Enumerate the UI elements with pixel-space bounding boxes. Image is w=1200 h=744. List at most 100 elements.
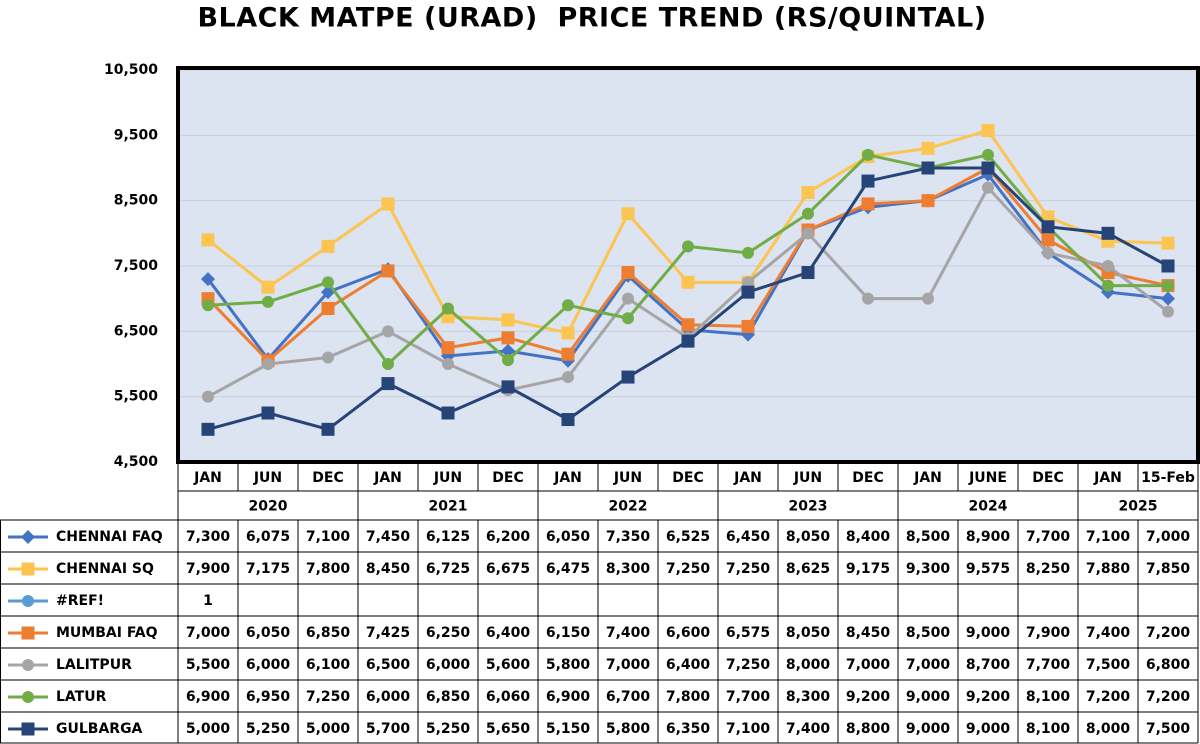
marker — [22, 691, 34, 703]
table-value: 7,250 — [726, 657, 771, 673]
table-value: 6,200 — [486, 529, 531, 545]
table-value: 9,300 — [906, 561, 951, 577]
x-tick-label: DEC — [492, 470, 523, 486]
marker — [921, 141, 935, 155]
x-tick-label: JUN — [433, 470, 462, 486]
marker — [862, 292, 874, 305]
marker — [981, 123, 995, 137]
table-value: 6,800 — [1146, 657, 1191, 673]
table-value: 7,800 — [666, 689, 711, 705]
x-tick-label: JAN — [913, 470, 942, 486]
table-value: 8,450 — [846, 625, 891, 641]
y-tick-label: 8,500 — [114, 193, 159, 209]
table-value: 8,900 — [966, 529, 1011, 545]
marker — [21, 530, 35, 544]
marker — [1161, 236, 1175, 250]
table-value: 8,000 — [786, 657, 831, 673]
table-value: 1 — [203, 593, 213, 609]
marker — [1102, 279, 1114, 292]
table-value: 5,700 — [366, 721, 411, 737]
marker — [201, 272, 215, 287]
year-label: 2020 — [249, 499, 288, 515]
table-value: 6,050 — [546, 529, 591, 545]
table-value: 9,200 — [846, 689, 891, 705]
x-tick-label: JUNE — [968, 470, 1007, 486]
marker — [442, 358, 454, 370]
marker — [621, 266, 635, 280]
marker — [562, 371, 574, 384]
table-value: 6,575 — [726, 625, 770, 641]
x-tick-label: DEC — [312, 470, 343, 486]
marker — [621, 207, 635, 221]
marker — [382, 358, 394, 370]
marker — [561, 347, 575, 361]
table-value: 9,200 — [966, 689, 1011, 705]
table-value: 7,900 — [186, 561, 231, 577]
y-tick-label: 5,500 — [114, 389, 159, 405]
marker — [802, 207, 814, 220]
marker — [1162, 279, 1174, 292]
table-value: 6,850 — [426, 689, 471, 705]
year-label: 2023 — [789, 499, 828, 515]
plot-area — [178, 68, 1198, 462]
table-value: 7,000 — [906, 657, 951, 673]
table-value: 6,700 — [606, 689, 651, 705]
table-value: 5,800 — [606, 721, 651, 737]
x-tick-label: JUN — [613, 470, 642, 486]
legend-label: MUMBAI FAQ — [56, 625, 158, 641]
year-label: 2024 — [969, 499, 1008, 515]
table-value: 8,500 — [906, 529, 951, 545]
x-tick-label: JAN — [553, 470, 582, 486]
table-value: 7,000 — [846, 657, 891, 673]
marker — [562, 299, 574, 312]
table-value: 7,250 — [726, 561, 771, 577]
table-value: 7,400 — [786, 721, 831, 737]
table-value: 8,700 — [966, 657, 1011, 673]
legend-label: GULBARGA — [56, 721, 143, 737]
marker — [981, 161, 995, 175]
table-value: 6,400 — [486, 625, 531, 641]
table-value: 8,300 — [606, 561, 651, 577]
table-value: 7,800 — [306, 561, 351, 577]
legend-label: #REF! — [56, 593, 104, 609]
marker — [321, 239, 335, 253]
marker — [742, 276, 754, 289]
marker — [861, 174, 875, 188]
table-value: 7,200 — [1146, 689, 1191, 705]
table-value: 6,000 — [246, 657, 291, 673]
marker — [22, 595, 34, 607]
marker — [922, 292, 934, 305]
marker — [202, 299, 214, 312]
marker — [1042, 246, 1054, 259]
x-tick-label: JAN — [373, 470, 402, 486]
table-value: 7,000 — [606, 657, 651, 673]
table-value: 6,950 — [246, 689, 291, 705]
table-value: 7,400 — [1086, 625, 1131, 641]
table-value: 5,600 — [486, 657, 531, 673]
table-value: 5,650 — [486, 721, 531, 737]
table-value: 7,850 — [1146, 561, 1191, 577]
marker — [1161, 291, 1175, 306]
marker — [921, 161, 935, 175]
marker — [622, 292, 634, 305]
year-label: 2025 — [1119, 499, 1158, 515]
marker — [561, 413, 575, 427]
table-value: 7,100 — [1086, 529, 1131, 545]
marker — [622, 312, 634, 325]
year-label: 2022 — [609, 499, 648, 515]
table-value: 6,475 — [546, 561, 590, 577]
table-value: 8,050 — [786, 625, 831, 641]
table-value: 5,000 — [186, 721, 231, 737]
table-value: 6,900 — [186, 689, 231, 705]
table-value: 8,000 — [1086, 721, 1131, 737]
x-tick-label: DEC — [852, 470, 883, 486]
table-value: 6,675 — [486, 561, 530, 577]
plot-border — [176, 66, 1200, 464]
marker — [322, 351, 334, 364]
marker — [441, 406, 455, 420]
marker — [1162, 305, 1174, 318]
table-value: 7,500 — [1146, 721, 1191, 737]
x-tick-label: JUN — [793, 470, 822, 486]
table-value: 7,400 — [606, 625, 651, 641]
marker — [262, 358, 274, 370]
